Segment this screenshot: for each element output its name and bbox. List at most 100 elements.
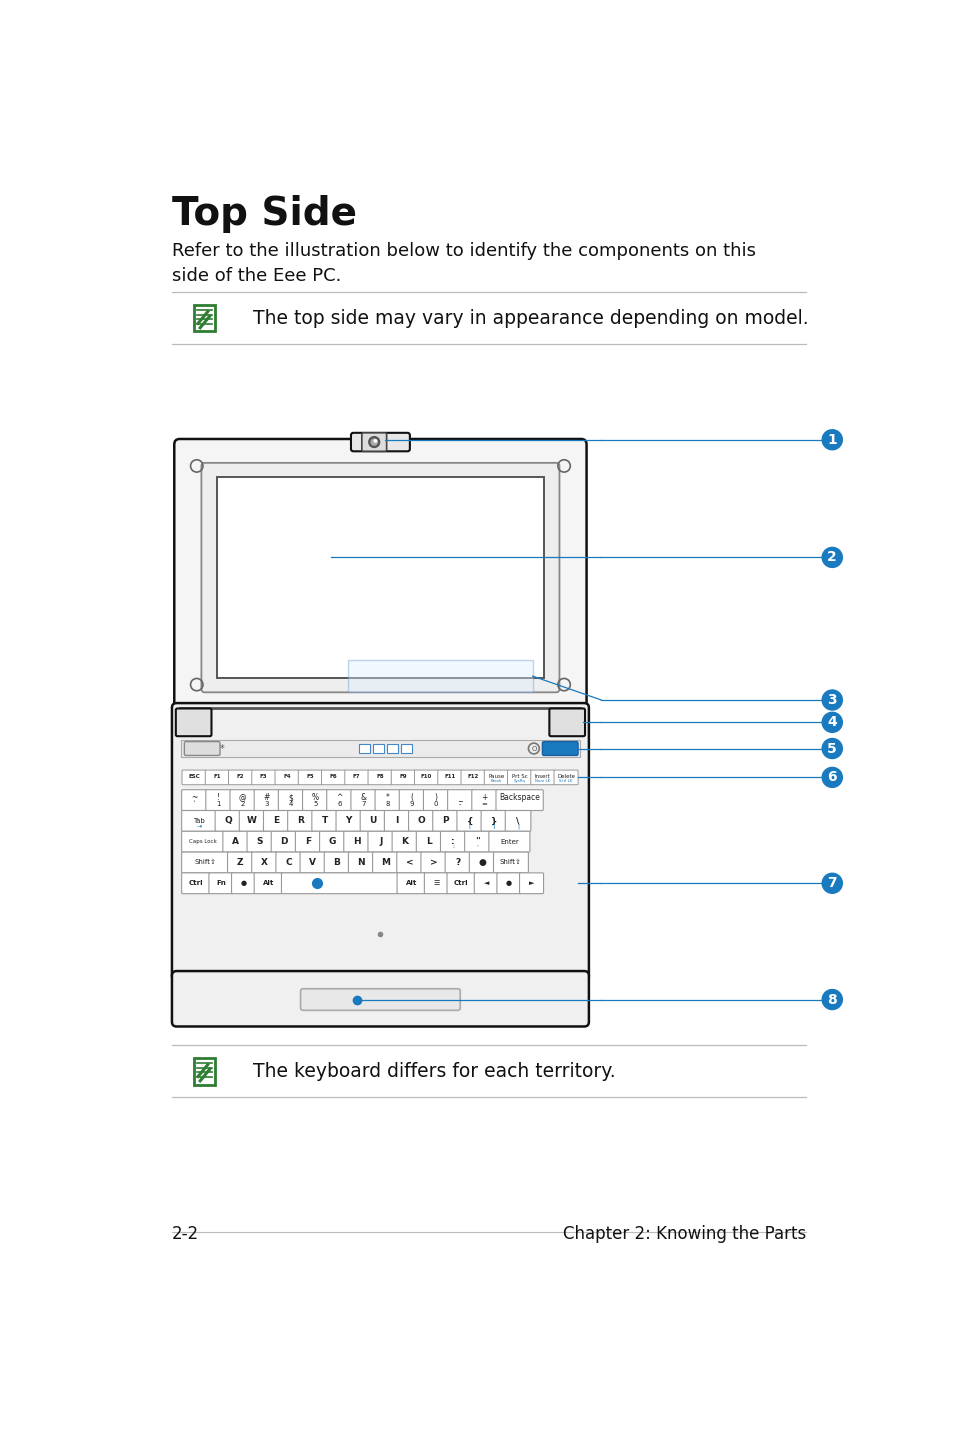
Text: Enter: Enter — [499, 838, 518, 844]
Text: <: < — [405, 858, 413, 867]
Text: Insert: Insert — [535, 774, 550, 779]
Text: 4: 4 — [289, 801, 293, 807]
FancyBboxPatch shape — [326, 789, 352, 811]
Text: Delete: Delete — [557, 774, 575, 779]
FancyBboxPatch shape — [253, 789, 279, 811]
Text: O: O — [531, 745, 536, 752]
FancyBboxPatch shape — [396, 853, 422, 873]
FancyBboxPatch shape — [493, 853, 528, 873]
FancyBboxPatch shape — [274, 771, 298, 785]
FancyBboxPatch shape — [484, 771, 508, 785]
FancyBboxPatch shape — [387, 743, 397, 754]
FancyBboxPatch shape — [368, 771, 392, 785]
Text: :: : — [451, 837, 455, 846]
FancyBboxPatch shape — [278, 789, 304, 811]
FancyBboxPatch shape — [324, 853, 350, 873]
Circle shape — [821, 768, 841, 788]
FancyBboxPatch shape — [206, 789, 232, 811]
Text: C: C — [285, 858, 292, 867]
FancyBboxPatch shape — [351, 433, 410, 452]
Text: Alt: Alt — [405, 880, 416, 886]
FancyBboxPatch shape — [181, 789, 207, 811]
FancyBboxPatch shape — [373, 743, 384, 754]
Text: _: _ — [458, 794, 462, 802]
Text: ●: ● — [477, 858, 485, 867]
FancyBboxPatch shape — [433, 811, 457, 831]
Text: O: O — [417, 817, 425, 825]
Text: A: A — [232, 837, 239, 846]
FancyBboxPatch shape — [469, 853, 495, 873]
FancyBboxPatch shape — [361, 433, 386, 452]
FancyBboxPatch shape — [373, 853, 397, 873]
FancyBboxPatch shape — [447, 873, 476, 893]
FancyBboxPatch shape — [335, 811, 361, 831]
FancyBboxPatch shape — [416, 831, 441, 853]
Text: >: > — [430, 858, 437, 867]
FancyBboxPatch shape — [275, 853, 301, 873]
Text: Y: Y — [345, 817, 352, 825]
Text: *: * — [220, 743, 225, 754]
FancyBboxPatch shape — [181, 853, 229, 873]
FancyBboxPatch shape — [401, 743, 412, 754]
FancyBboxPatch shape — [415, 771, 438, 785]
Text: F9: F9 — [399, 774, 407, 779]
Text: *: * — [386, 794, 390, 802]
FancyBboxPatch shape — [440, 831, 466, 853]
FancyBboxPatch shape — [445, 853, 470, 873]
Text: Q: Q — [224, 817, 232, 825]
Text: Num LK: Num LK — [535, 779, 550, 784]
Text: Tab: Tab — [193, 818, 205, 824]
Text: F11: F11 — [444, 774, 455, 779]
FancyBboxPatch shape — [252, 771, 275, 785]
Text: The top side may vary in appearance depending on model.: The top side may vary in appearance depe… — [253, 309, 808, 328]
FancyBboxPatch shape — [530, 771, 555, 785]
Text: ●: ● — [505, 880, 512, 886]
FancyBboxPatch shape — [474, 873, 497, 893]
FancyBboxPatch shape — [360, 811, 385, 831]
FancyBboxPatch shape — [437, 771, 461, 785]
FancyBboxPatch shape — [174, 439, 586, 712]
FancyBboxPatch shape — [209, 873, 233, 893]
FancyBboxPatch shape — [456, 811, 482, 831]
Text: 2-2: 2-2 — [172, 1225, 199, 1242]
Text: }: } — [490, 817, 497, 825]
Text: ●: ● — [240, 880, 247, 886]
FancyBboxPatch shape — [554, 771, 578, 785]
Text: ►: ► — [528, 880, 534, 886]
Text: 0: 0 — [434, 801, 438, 807]
Text: [: [ — [468, 824, 471, 828]
FancyBboxPatch shape — [399, 789, 424, 811]
Text: \: \ — [516, 817, 519, 825]
Text: V: V — [309, 858, 316, 867]
FancyBboxPatch shape — [253, 873, 282, 893]
Text: 7: 7 — [361, 801, 366, 807]
Circle shape — [821, 690, 841, 710]
Text: (: ( — [410, 794, 413, 802]
FancyBboxPatch shape — [496, 789, 542, 811]
FancyBboxPatch shape — [181, 831, 224, 853]
FancyBboxPatch shape — [298, 771, 322, 785]
Text: 8: 8 — [385, 801, 390, 807]
Text: ~: ~ — [191, 794, 197, 802]
Circle shape — [821, 873, 841, 893]
Circle shape — [821, 712, 841, 732]
Text: SysRq: SysRq — [513, 779, 525, 784]
FancyBboxPatch shape — [396, 873, 425, 893]
FancyBboxPatch shape — [288, 811, 313, 831]
FancyBboxPatch shape — [319, 831, 345, 853]
FancyBboxPatch shape — [480, 811, 506, 831]
Text: 9: 9 — [410, 801, 414, 807]
Text: E: E — [273, 817, 279, 825]
FancyBboxPatch shape — [351, 789, 376, 811]
Text: Chapter 2: Knowing the Parts: Chapter 2: Knowing the Parts — [562, 1225, 805, 1242]
Text: ": " — [475, 837, 479, 846]
Text: {: { — [466, 817, 473, 825]
FancyBboxPatch shape — [184, 742, 220, 755]
FancyBboxPatch shape — [214, 811, 240, 831]
Text: Ctrl: Ctrl — [189, 880, 203, 886]
Text: Break: Break — [490, 779, 501, 784]
Text: L: L — [426, 837, 432, 846]
FancyBboxPatch shape — [227, 853, 253, 873]
Text: ⇥: ⇥ — [196, 824, 201, 828]
FancyBboxPatch shape — [460, 771, 484, 785]
